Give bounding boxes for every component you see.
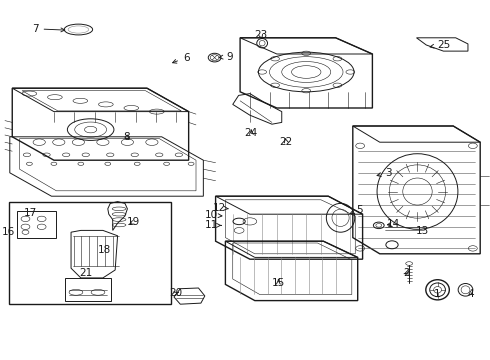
Text: 21: 21 xyxy=(79,267,93,278)
Text: 9: 9 xyxy=(219,51,233,62)
Text: 10: 10 xyxy=(205,210,222,220)
Text: 5: 5 xyxy=(350,204,363,215)
Text: 4: 4 xyxy=(467,289,474,300)
Text: 8: 8 xyxy=(123,132,130,142)
Text: 15: 15 xyxy=(271,278,285,288)
Text: 16: 16 xyxy=(2,227,16,237)
Text: 3: 3 xyxy=(377,168,392,178)
Text: 12: 12 xyxy=(212,203,228,213)
Text: 25: 25 xyxy=(430,40,450,50)
Text: 7: 7 xyxy=(32,24,65,34)
Text: 13: 13 xyxy=(416,226,429,236)
Text: 1: 1 xyxy=(434,289,441,300)
Bar xyxy=(65,278,111,301)
Bar xyxy=(9,202,171,304)
Text: 11: 11 xyxy=(205,220,221,230)
Text: 14: 14 xyxy=(386,219,400,229)
Text: 22: 22 xyxy=(279,137,293,147)
Text: 23: 23 xyxy=(254,30,268,40)
Text: 24: 24 xyxy=(245,128,258,138)
Text: 6: 6 xyxy=(172,53,190,63)
Bar xyxy=(17,211,56,238)
Text: 20: 20 xyxy=(169,288,182,298)
Text: 18: 18 xyxy=(98,245,111,255)
Text: 19: 19 xyxy=(127,217,141,227)
Text: 17: 17 xyxy=(24,208,38,218)
Text: 2: 2 xyxy=(403,268,410,278)
